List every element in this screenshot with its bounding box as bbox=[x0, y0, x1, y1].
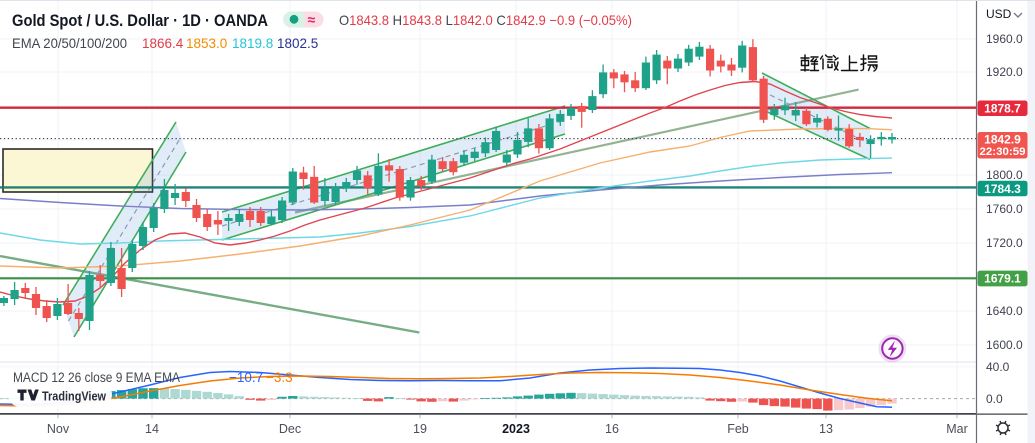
svg-text:1600.0: 1600.0 bbox=[986, 338, 1023, 352]
svg-text:1640.0: 1640.0 bbox=[986, 304, 1023, 318]
svg-text:EMA 20/50/100/200: EMA 20/50/100/200 bbox=[12, 36, 127, 51]
svg-text:−10.7: −10.7 bbox=[229, 370, 263, 385]
svg-text:22:30:59: 22:30:59 bbox=[980, 146, 1026, 158]
svg-text:2023: 2023 bbox=[502, 422, 530, 436]
svg-text:1760.0: 1760.0 bbox=[986, 202, 1023, 216]
svg-text:1784.3: 1784.3 bbox=[984, 182, 1021, 196]
svg-text:14: 14 bbox=[145, 422, 159, 436]
svg-text:13: 13 bbox=[819, 422, 833, 436]
svg-text:Feb: Feb bbox=[727, 422, 749, 436]
svg-text:40.0: 40.0 bbox=[986, 360, 1010, 374]
svg-text:1960.0: 1960.0 bbox=[986, 32, 1023, 46]
svg-text:1842.9: 1842.9 bbox=[984, 132, 1021, 146]
svg-text:0.0: 0.0 bbox=[986, 392, 1003, 406]
svg-text:1720.0: 1720.0 bbox=[986, 236, 1023, 250]
svg-text:Gold Spot / U.S. Dollar · 1D ·: Gold Spot / U.S. Dollar · 1D · OANDA bbox=[12, 11, 268, 30]
svg-text:Dec: Dec bbox=[279, 422, 301, 436]
svg-text:−3.3: −3.3 bbox=[266, 370, 293, 385]
svg-text:USD: USD bbox=[986, 7, 1012, 21]
svg-text:19: 19 bbox=[413, 422, 427, 436]
svg-text:16: 16 bbox=[605, 422, 619, 436]
svg-text:1800.0: 1800.0 bbox=[986, 168, 1023, 182]
svg-text:≈: ≈ bbox=[308, 12, 316, 28]
svg-text:1866.4 1853.0 1819.8 1802.5: 1866.4 1853.0 1819.8 1802.5 bbox=[142, 36, 318, 51]
svg-text:O1843.8 H1843.8 L1842.0 C1842.: O1843.8 H1843.8 L1842.0 C1842.9 −0.9 (−0… bbox=[339, 12, 632, 28]
svg-text:Nov: Nov bbox=[47, 422, 70, 436]
svg-text:Mar: Mar bbox=[946, 422, 968, 436]
svg-text:1878.7: 1878.7 bbox=[984, 102, 1021, 116]
svg-text:MACD 12 26 close 9 EMA EMA: MACD 12 26 close 9 EMA EMA bbox=[13, 370, 180, 385]
svg-text:TradingView: TradingView bbox=[42, 390, 106, 404]
svg-text:1920.0: 1920.0 bbox=[986, 65, 1023, 79]
svg-text:1679.1: 1679.1 bbox=[984, 272, 1021, 286]
